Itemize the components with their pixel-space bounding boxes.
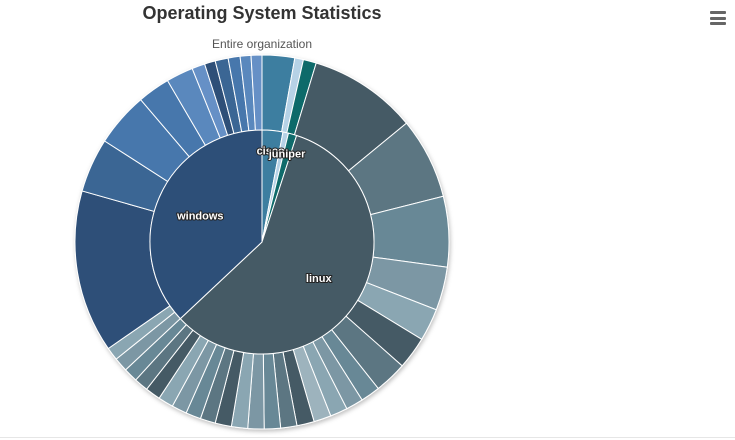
chart-title: Operating System Statistics xyxy=(142,3,382,23)
outer-ring xyxy=(74,54,450,430)
label-juniper: juniper xyxy=(268,149,306,161)
hamburger-menu-icon[interactable] xyxy=(706,8,730,28)
menu-bar-bottom xyxy=(710,22,726,25)
label-linux: linux xyxy=(306,273,333,285)
inner-ring xyxy=(149,129,375,355)
chart-subtitle: Entire organization xyxy=(211,37,313,51)
inner-slice-linux[interactable] xyxy=(179,134,375,355)
chart-bottom-border xyxy=(0,437,735,438)
label-cisco: cisco xyxy=(257,146,285,158)
inner-slice-windows[interactable] xyxy=(149,129,263,320)
label-windows: windows xyxy=(176,210,223,222)
menu-bar-middle xyxy=(710,16,726,20)
menu-bar-top xyxy=(710,11,726,14)
